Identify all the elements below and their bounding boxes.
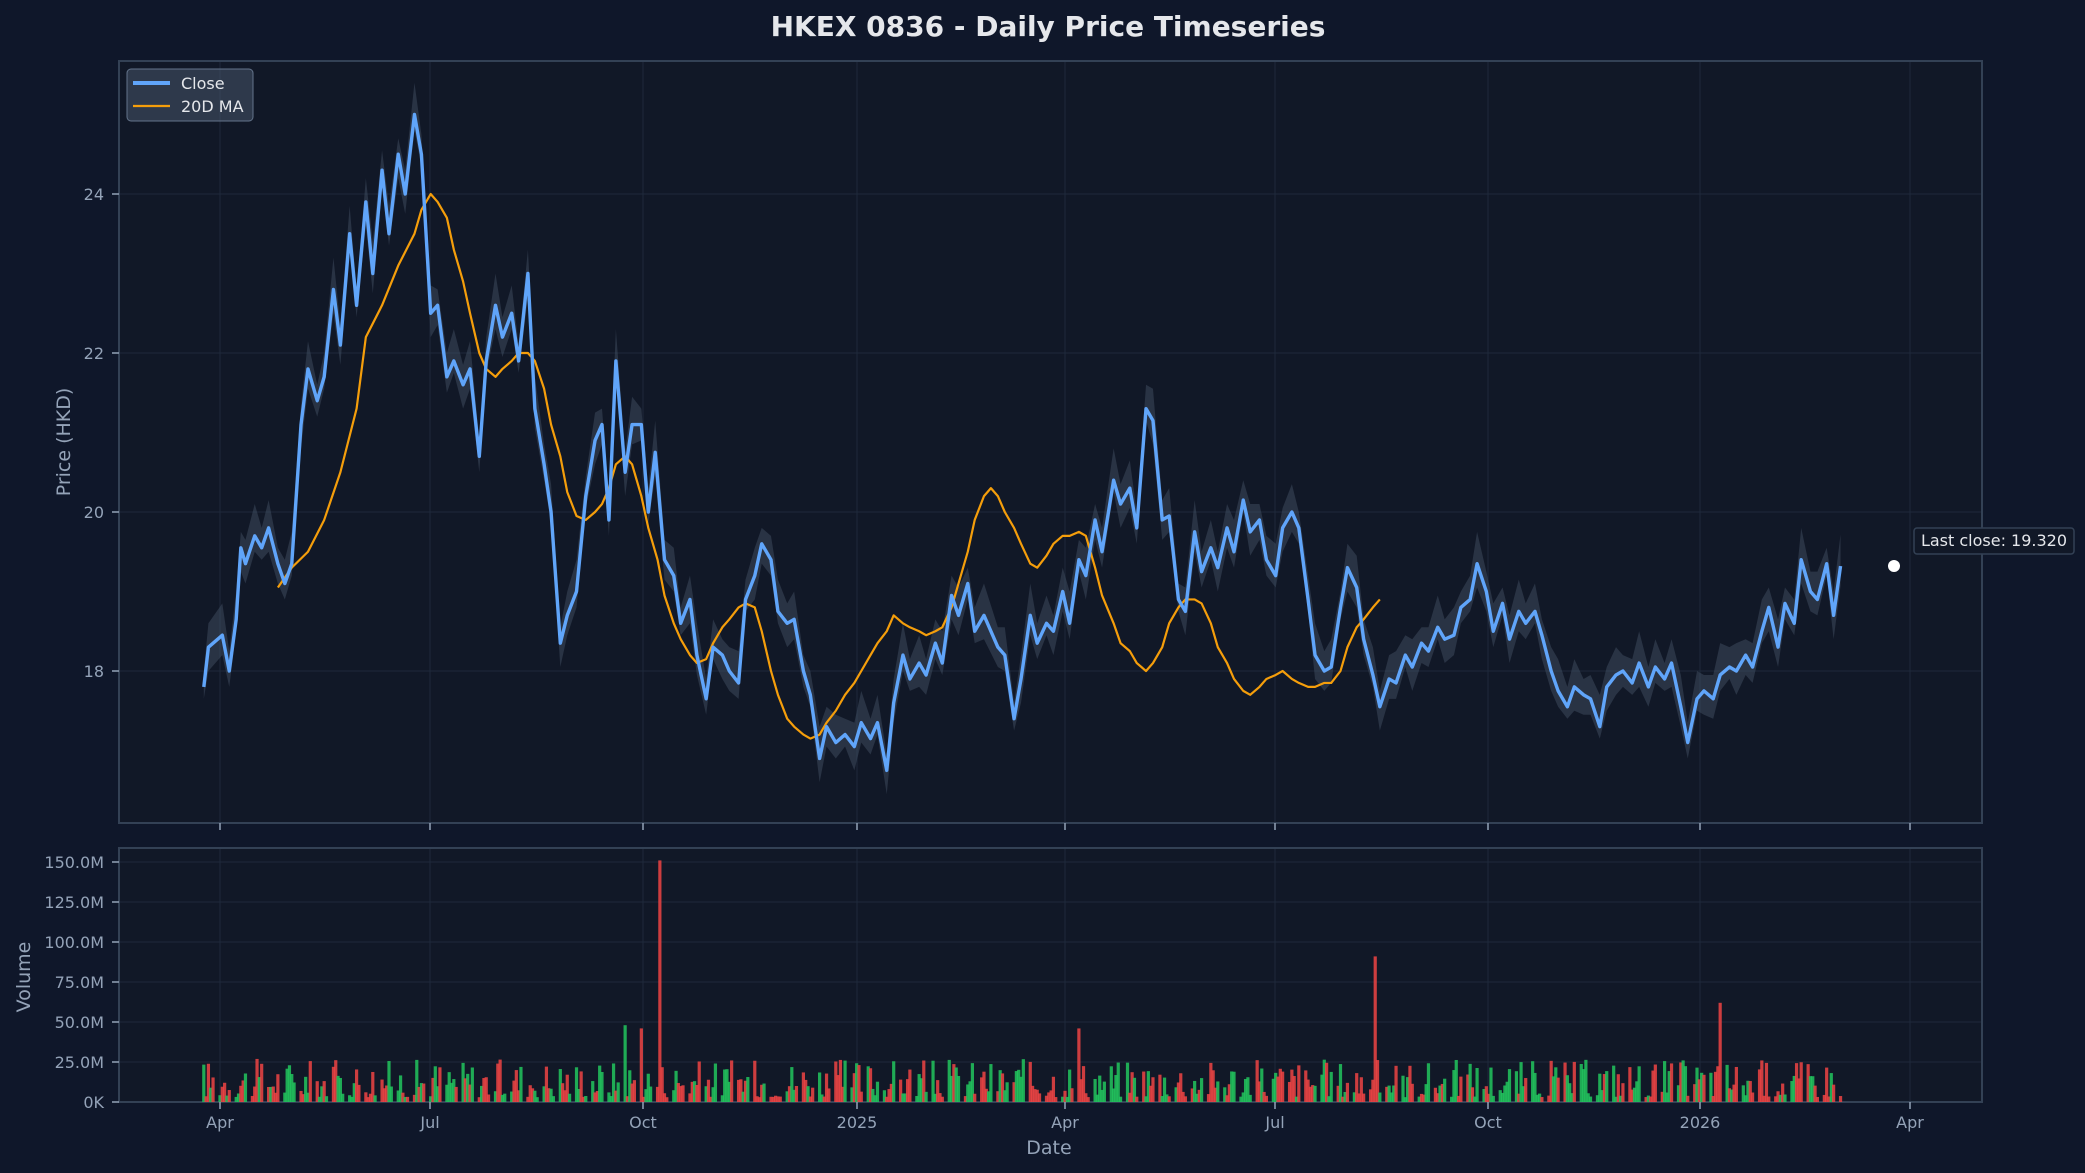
volume-y-axis: 0K 25.0M 50.0M 75.0M 100.0M 125.0M 150.0M — [44, 853, 119, 1112]
last-close-annotation: Last close: 19.320 — [1913, 527, 2075, 555]
price-y-tick: 20 — [84, 503, 104, 522]
x-tick-label: Jul — [419, 1113, 439, 1132]
price-y-tick: 18 — [84, 662, 104, 681]
x-tick-label: 2026 — [1680, 1113, 1721, 1132]
volume-bars — [202, 860, 1843, 1102]
x-tick-label: Apr — [1051, 1113, 1079, 1132]
price-y-axis-label: Price (HKD) — [53, 388, 75, 497]
volume-y-tick: 75.0M — [55, 973, 104, 992]
x-axis-label: Date — [1026, 1137, 1071, 1159]
x-tick-label: Oct — [629, 1113, 657, 1132]
price-y-tick: 24 — [84, 185, 104, 204]
volume-panel: 0K 25.0M 50.0M 75.0M 100.0M 125.0M 150.0M Volu… — [13, 847, 1983, 1112]
x-tick-label: Apr — [206, 1113, 234, 1132]
price-y-tick: 22 — [84, 344, 104, 363]
volume-y-tick: 100.0M — [44, 933, 104, 952]
legend-close-label: Close — [181, 74, 225, 93]
volume-y-axis-label: Volume — [13, 942, 35, 1013]
x-axis: Apr Jul Oct 2025 Apr Jul Oct 2026 Apr — [206, 823, 1924, 1132]
close-price-line — [202, 112, 1843, 773]
legend-ma-label: 20D MA — [181, 97, 244, 116]
close-range-band — [203, 82, 1841, 795]
last-close-label: Last close: 19.320 — [1921, 531, 2067, 550]
legend: Close 20D MA — [126, 68, 254, 122]
ma-20d-line — [276, 192, 1381, 740]
x-tick-label: Oct — [1474, 1113, 1502, 1132]
volume-gridlines — [120, 849, 1981, 1101]
last-close-marker[interactable] — [1888, 560, 1900, 572]
volume-y-tick: 150.0M — [44, 853, 104, 872]
x-tick-label: Apr — [1896, 1113, 1924, 1132]
chart-title: HKEX 0836 - Daily Price Timeseries — [771, 10, 1326, 43]
volume-plot-area — [118, 847, 1983, 1103]
volume-y-tick: 25.0M — [55, 1053, 104, 1072]
volume-y-tick: 125.0M — [44, 893, 104, 912]
price-y-axis: 18 20 22 24 — [84, 185, 119, 681]
x-tick-label: Jul — [1264, 1113, 1284, 1132]
volume-y-tick: 50.0M — [55, 1013, 104, 1032]
volume-y-tick: 0K — [83, 1093, 104, 1112]
x-tick-label: 2025 — [837, 1113, 878, 1132]
